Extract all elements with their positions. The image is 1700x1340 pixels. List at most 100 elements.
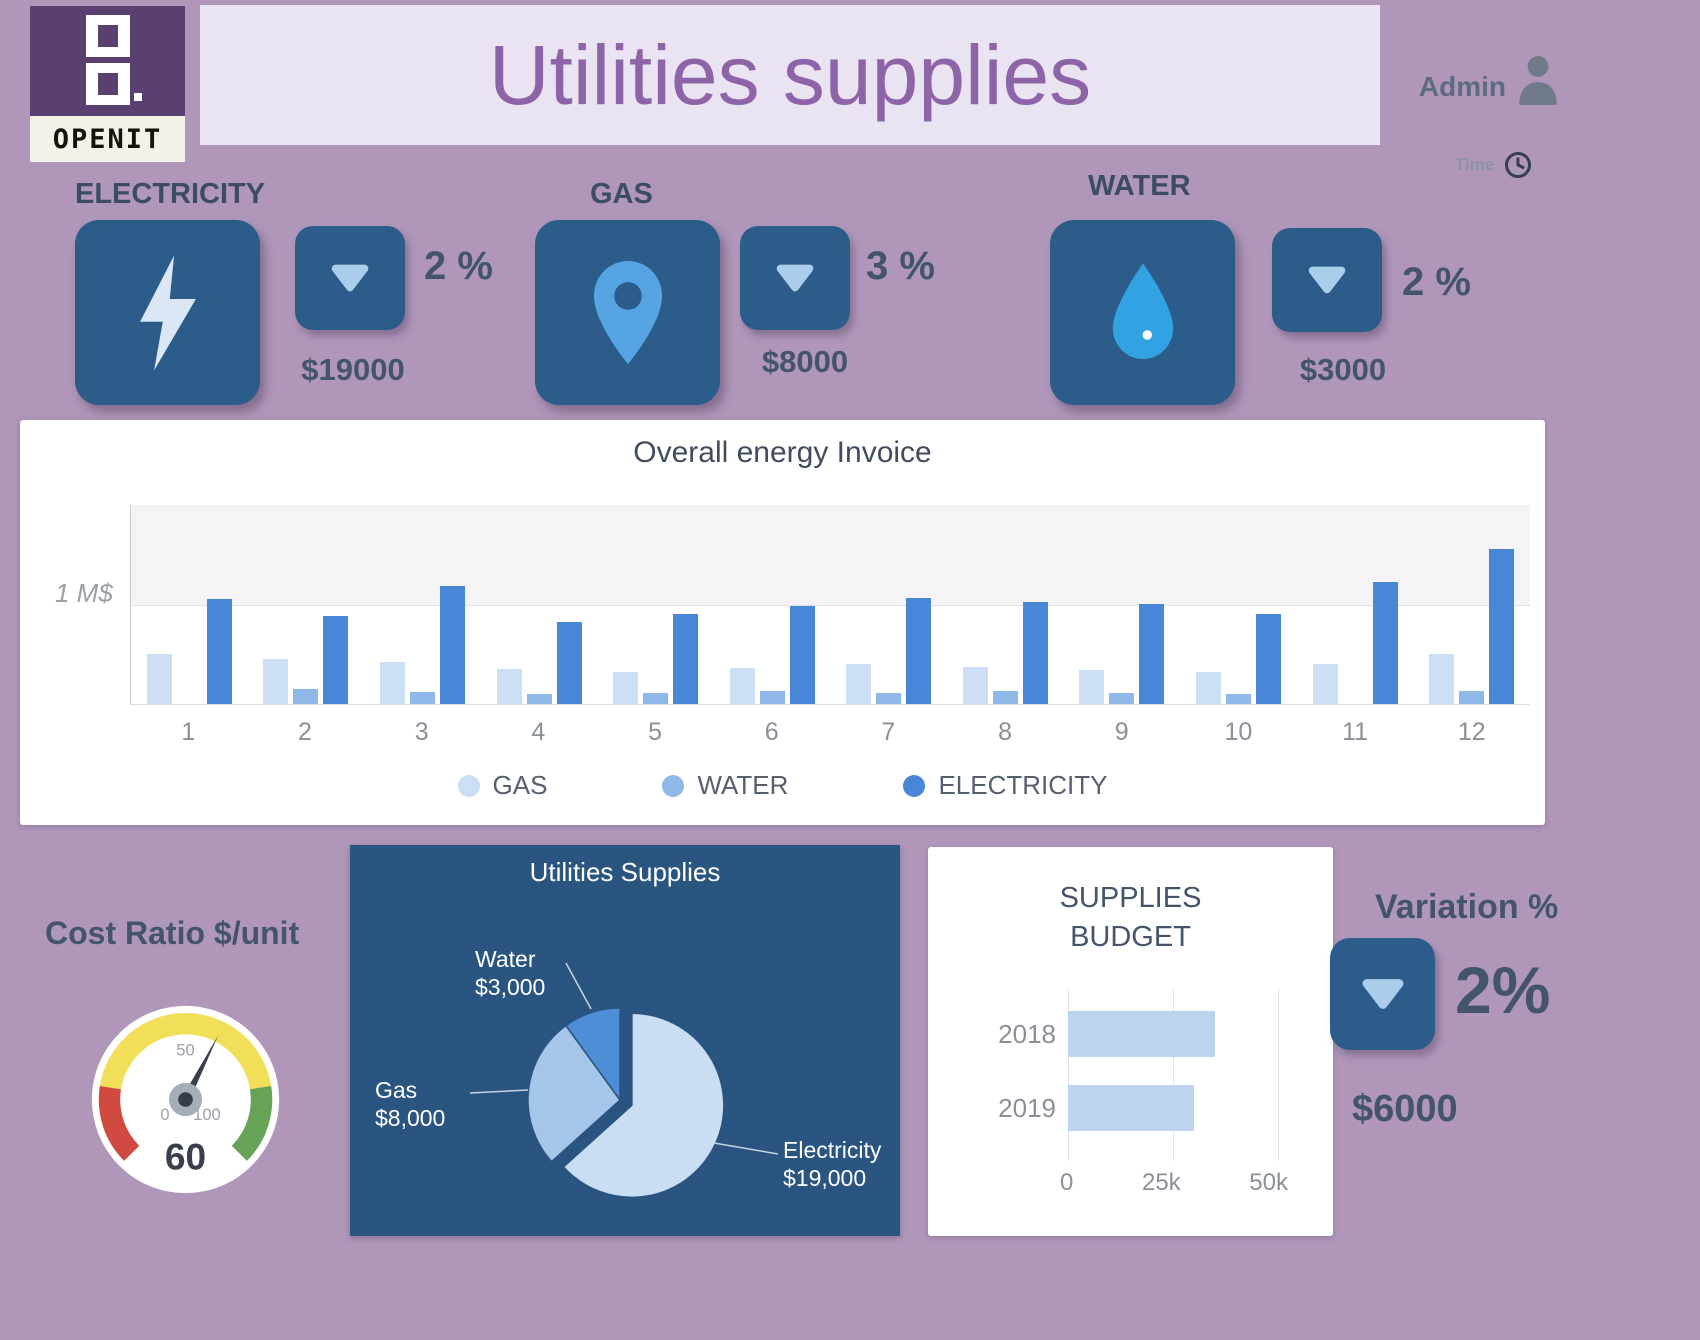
water-bar [1109, 693, 1135, 704]
water-bar [526, 694, 552, 704]
bar-group-month-5 [597, 614, 714, 704]
logo-pixel-art [30, 6, 185, 116]
gas-bar [962, 667, 988, 704]
budget-tick-label: 50k [1249, 1169, 1288, 1196]
x-axis-label: 1 [181, 718, 196, 746]
electricity-bar [439, 586, 465, 704]
x-axis-label: 8 [998, 718, 1012, 746]
gas-bar [1429, 654, 1455, 704]
gauge-max-label: 100 [193, 1105, 221, 1124]
kpi-gas-tile[interactable] [535, 220, 720, 405]
legend-dot-electricity [903, 774, 926, 797]
chevron-down-icon [331, 264, 369, 292]
bar-group-month-11 [1297, 582, 1414, 704]
pie-slice-gas [527, 1024, 622, 1163]
variation-title: Variation % [1375, 888, 1559, 926]
kpi-gas-percent: 3 % [866, 244, 935, 288]
app-logo: OPENIT [30, 6, 185, 162]
x-axis-label: 2 [298, 718, 312, 746]
logo-eight-icon [85, 15, 142, 105]
legend-dot-gas [457, 774, 480, 797]
invoice-chart-card: Overall energy Invoice 1 M$ 1 2 3 4 5 6 7 8 9 10 1… [20, 420, 1545, 825]
budget-title: SUPPLIES BUDGET [928, 847, 1333, 957]
x-axis-label: 5 [648, 718, 662, 746]
budget-plot-area: 2018 2019 [998, 989, 1280, 1161]
kpi-gas-label: GAS [590, 178, 653, 210]
user-icon [1519, 56, 1557, 105]
electricity-bar [789, 606, 815, 704]
plot-band [131, 505, 1530, 605]
budget-tick-label: 0 [1060, 1169, 1074, 1196]
pie-label-line [565, 962, 592, 1010]
water-decrease-button[interactable] [1272, 228, 1382, 332]
bar-group-month-10 [1180, 614, 1297, 704]
gridline-1m [131, 605, 1530, 606]
x-axis-label: 3 [414, 718, 429, 746]
budget-row-2019: 2019 [998, 1071, 1280, 1145]
chart-legend: GAS WATER ELECTRICITY [20, 770, 1545, 801]
invoice-bars [131, 505, 1530, 704]
budget-tick-label: 25k [1141, 1169, 1181, 1196]
budget-bar-2018 [1068, 1011, 1215, 1057]
budget-title-line2: BUDGET [1070, 921, 1191, 954]
bar-group-month-6 [714, 606, 831, 704]
variation-decrease-button[interactable] [1330, 938, 1435, 1050]
gauge-knob-center [178, 1092, 193, 1107]
kpi-water-tile[interactable] [1050, 220, 1235, 405]
bar-group-month-2 [248, 616, 365, 704]
gas-bar [1195, 672, 1221, 704]
x-axis-label: 12 [1457, 718, 1486, 746]
kpi-gas-amount: $8000 [761, 344, 849, 379]
invoice-plot-area [130, 505, 1530, 705]
location-pin-icon [593, 260, 662, 364]
chevron-down-icon [1362, 979, 1403, 1009]
chevron-down-icon [776, 264, 814, 292]
gas-bar [846, 664, 872, 704]
cost-ratio-title: Cost Ratio $/unit [45, 915, 300, 951]
water-bar [992, 691, 1018, 704]
utilities-pie-card: Utilities Supplies Electricity $19,000 Gas… [350, 845, 900, 1236]
bar-group-month-8 [947, 602, 1064, 704]
kpi-electricity-percent: 2 % [424, 244, 493, 288]
x-axis-label: 6 [764, 718, 779, 746]
water-bar [293, 689, 319, 704]
legend-item-water[interactable]: WATER [662, 770, 788, 801]
budget-category-label: 2018 [998, 1019, 1056, 1049]
x-axis-label: 4 [531, 718, 546, 746]
budget-x-axis: 0 25k 50k [1060, 1169, 1288, 1197]
utilities-pie-chart: Electricity $19,000 Gas $8,000 Water $3,000 [375, 946, 882, 1199]
admin-area[interactable]: Admin [1400, 55, 1560, 107]
legend-label-water: WATER [697, 770, 789, 800]
electricity-decrease-button[interactable] [295, 226, 405, 330]
invoice-chart-title: Overall energy Invoice [633, 436, 932, 469]
pie-slice-water [564, 1007, 621, 1103]
electricity-bar [323, 616, 349, 704]
gas-bar [729, 668, 755, 704]
electricity-bar [906, 598, 932, 704]
pie-label-water: Water $3,000 [475, 946, 545, 1000]
legend-item-gas[interactable]: GAS [457, 770, 547, 801]
x-axis-label: 7 [881, 718, 896, 746]
budget-row-2018: 2018 [998, 997, 1280, 1071]
legend-item-electricity[interactable]: ELECTRICITY [903, 770, 1107, 801]
gas-bar [1312, 664, 1338, 704]
time-area[interactable]: Time [1455, 150, 1533, 180]
budget-gridline [1068, 989, 1069, 1161]
electricity-bar [673, 614, 699, 704]
gas-bar [1079, 670, 1105, 704]
electricity-bar [1372, 582, 1398, 704]
water-drop-icon [1112, 263, 1173, 359]
kpi-electricity-tile[interactable] [75, 220, 260, 405]
variation-amount: $6000 [1352, 1088, 1458, 1130]
clock-icon [1505, 152, 1532, 178]
pie-label-line [713, 1142, 779, 1155]
pie-label-gas: Gas $8,000 [375, 1077, 445, 1131]
gas-bar [263, 659, 289, 704]
electricity-bar [1489, 549, 1515, 704]
x-axis-label: 9 [1114, 718, 1129, 746]
electricity-bar [206, 599, 232, 704]
lightning-icon [139, 254, 196, 371]
supplies-budget-card: SUPPLIES BUDGET 2018 2019 0 25k 50k [928, 847, 1333, 1236]
gas-decrease-button[interactable] [740, 226, 850, 330]
y-axis-gridline-label: 1 M$ [55, 578, 113, 608]
